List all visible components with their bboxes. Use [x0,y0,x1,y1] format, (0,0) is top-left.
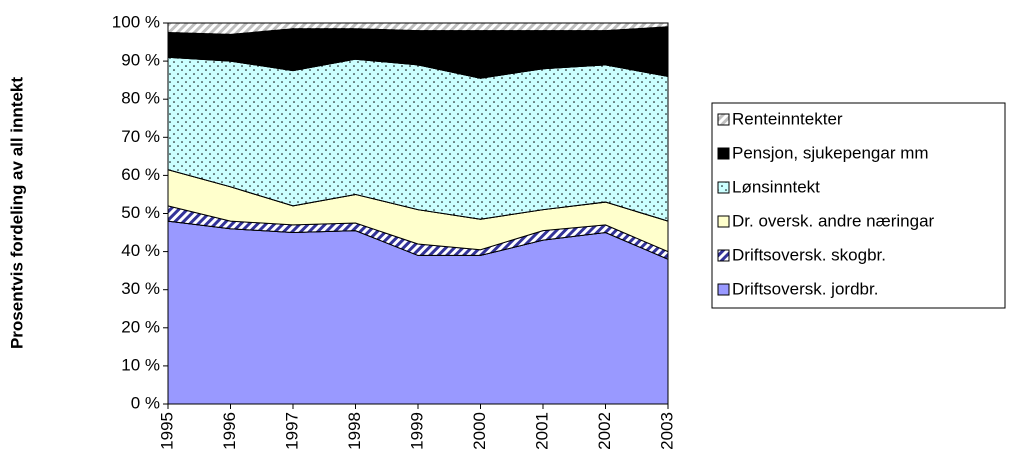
x-tick-label: 1998 [345,412,364,450]
x-tick-label: 1999 [407,412,426,450]
x-tick-label: 2002 [595,412,614,450]
legend-label: Pensjon, sjukepengar mm [732,143,929,162]
y-axis-label: Prosentvis fordeling av all inntekt [7,77,26,349]
legend-swatch-pattern [717,181,730,194]
y-tick-label: 70 % [121,127,160,146]
x-tick-label: 2003 [657,412,676,450]
x-tick-label: 2000 [470,412,489,450]
x-tick-label: 1995 [157,412,176,450]
y-tick-label: 0 % [131,393,160,412]
legend-label: Driftsoversk. skogbr. [732,245,886,264]
x-tick-label: 2001 [532,412,551,450]
legend-swatch [717,283,730,296]
y-tick-label: 20 % [121,317,160,336]
y-tick-label: 100 % [112,12,160,31]
legend-box [711,102,1006,309]
y-tick-label: 40 % [121,241,160,260]
area-pattern [167,22,669,35]
y-tick-label: 90 % [121,51,160,70]
x-tick-label: 1996 [220,412,239,450]
y-tick-label: 30 % [121,279,160,298]
y-tick-label: 10 % [121,355,160,374]
legend-swatch-pattern [717,113,730,126]
legend-label: Renteinntekter [732,109,843,128]
x-tick-label: 1997 [282,412,301,450]
y-tick-label: 80 % [121,89,160,108]
legend-swatch [717,147,730,160]
legend-label: Dr. oversk. andre næringar [732,211,935,230]
legend-label: Lønsinntekt [732,177,820,196]
y-tick-label: 50 % [121,203,160,222]
legend-swatch [717,215,730,228]
legend-swatch-pattern [717,249,730,262]
y-tick-label: 60 % [121,165,160,184]
legend-label: Driftsoversk. jordbr. [732,279,878,298]
